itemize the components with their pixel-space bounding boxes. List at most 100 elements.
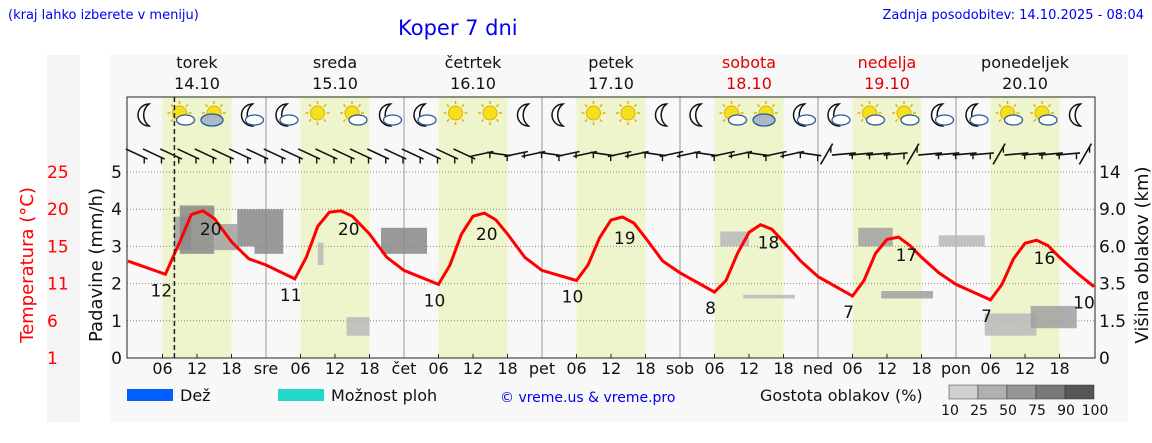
- legend-label: Dež: [180, 386, 211, 405]
- hour-tick-label: 06: [152, 359, 172, 378]
- cloud-height-axis-label: Višina oblakov (km): [1132, 166, 1152, 343]
- temp-value-label: 20: [476, 225, 498, 245]
- daylight-band: [714, 97, 784, 358]
- last-updated: Zadnja posodobitev: 14.10.2025 - 08:04: [882, 8, 1144, 23]
- day-abbr-tick: sob: [666, 359, 694, 378]
- wind-barb: [366, 148, 390, 160]
- density-tick: 50: [999, 403, 1017, 419]
- temp-value-label: 11: [280, 286, 302, 306]
- day-name: nedelja: [858, 53, 917, 72]
- sun-icon: [443, 101, 468, 125]
- wind-barb: [125, 148, 148, 160]
- density-swatch: [948, 384, 979, 400]
- cloud-height-tick: 14: [1099, 163, 1121, 183]
- region-hint[interactable]: (kraj lahko izberete v meniju): [8, 8, 199, 23]
- wind-barb: [401, 148, 424, 160]
- rain-tick: 5: [111, 163, 122, 183]
- hour-tick-label: 12: [601, 359, 621, 378]
- temp-axis-panel: [47, 55, 80, 422]
- hour-tick-label: 18: [359, 359, 379, 378]
- hour-tick-label: 06: [566, 359, 586, 378]
- temp-value-label: 19: [614, 229, 636, 249]
- density-tick: 100: [1082, 403, 1109, 419]
- hour-tick-label: 06: [290, 359, 310, 378]
- sun-icon: [581, 101, 606, 125]
- density-swatch: [1006, 384, 1037, 400]
- temp-value-label: 7: [981, 307, 992, 327]
- daylight-band: [576, 97, 646, 358]
- hour-tick-label: 18: [773, 359, 793, 378]
- moon-icon: [516, 103, 531, 127]
- wind-barb: [332, 148, 355, 160]
- sun-cloud-icon: [340, 101, 368, 126]
- hour-tick-label: 12: [463, 359, 483, 378]
- density-tick: 90: [1057, 403, 1075, 419]
- day-name: sobota: [722, 53, 776, 72]
- wind-barb: [263, 148, 286, 160]
- wind-barb: [693, 151, 718, 157]
- credit-link[interactable]: © vreme.us & vreme.pro: [500, 390, 675, 406]
- cloud-height-tick: 3.5: [1099, 275, 1126, 295]
- temp-tick: 6: [47, 312, 58, 332]
- cloud-height-tick: 6.0: [1099, 237, 1126, 257]
- sun-cloud-icon: [1030, 101, 1058, 126]
- wind-barb: [177, 148, 200, 160]
- moon-cloud-icon: [378, 103, 403, 127]
- hour-tick-label: 06: [980, 359, 1000, 378]
- sun-icon: [305, 101, 330, 125]
- moon-cloud-icon: [792, 103, 817, 127]
- cloud-height-tick: 1.5: [1099, 312, 1126, 332]
- sun-icon: [616, 101, 640, 125]
- rain-tick: 0: [111, 349, 122, 369]
- cloud-cover-block: [1030, 305, 1077, 329]
- day-abbr-tick: pon: [941, 359, 971, 378]
- cloud-height-tick: 0: [1099, 349, 1110, 369]
- moon-cloud-icon: [413, 103, 437, 127]
- rain-tick: 3: [111, 237, 122, 257]
- sun-cloud-icon: [995, 101, 1024, 126]
- temp-value-label: 8: [705, 299, 716, 319]
- cloud-cover-block: [858, 227, 893, 247]
- day-name: torek: [176, 53, 218, 72]
- sun-cloud-icon: [167, 101, 196, 126]
- temp-tick: 11: [47, 275, 69, 295]
- page-title: Koper 7 dni: [398, 16, 518, 40]
- cloud-cover-block: [881, 291, 933, 299]
- temp-tick: 25: [47, 163, 69, 183]
- cloud-cover-block: [237, 209, 255, 247]
- hour-tick-label: 06: [428, 359, 448, 378]
- hour-tick-label: 12: [187, 359, 207, 378]
- cloud-cover-block: [346, 317, 370, 336]
- sun-icon: [478, 101, 502, 125]
- temp-value-label: 16: [1034, 249, 1056, 269]
- temp-value-label: 7: [843, 303, 854, 323]
- temp-tick: 15: [47, 237, 69, 257]
- day-abbr-tick: ned: [803, 359, 833, 378]
- moon-icon: [654, 103, 669, 127]
- day-date: 17.10: [588, 74, 634, 93]
- cloud-sun-icon: [200, 101, 226, 127]
- wind-barb: [590, 151, 615, 157]
- daylight-band: [300, 97, 370, 358]
- density-legend-label: Gostota oblakov (%): [760, 386, 923, 405]
- day-abbr-tick: sre: [254, 359, 278, 378]
- day-name: četrtek: [445, 53, 503, 72]
- sun-cloud-icon: [857, 101, 886, 126]
- wind-barb: [228, 148, 252, 160]
- wind-barb: [642, 151, 667, 157]
- density-tick: 10: [941, 403, 959, 419]
- cloud-height-tick: 9.0: [1099, 200, 1126, 220]
- density-swatch: [977, 384, 1008, 400]
- temp-value-label: 20: [338, 220, 360, 240]
- cloud-cover-block: [381, 227, 427, 254]
- moon-icon: [137, 103, 152, 127]
- temp-value-label: 17: [896, 246, 918, 266]
- sun-cloud-icon: [719, 101, 748, 126]
- hour-tick-label: 18: [911, 359, 931, 378]
- hour-tick-label: 06: [842, 359, 862, 378]
- day-date: 15.10: [312, 74, 358, 93]
- hour-tick-label: 12: [877, 359, 897, 378]
- hour-tick-label: 18: [1049, 359, 1069, 378]
- rain-axis-label: Padavine (mm/h): [86, 188, 107, 342]
- day-date: 18.10: [726, 74, 772, 93]
